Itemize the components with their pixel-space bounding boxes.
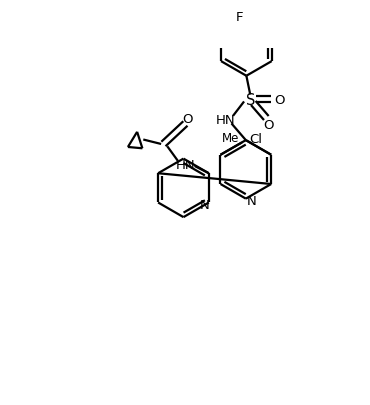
Text: O: O: [275, 94, 285, 107]
Text: O: O: [182, 113, 193, 126]
Text: S: S: [246, 92, 255, 107]
Text: HN: HN: [176, 159, 195, 172]
Text: F: F: [236, 11, 243, 24]
Text: N: N: [200, 199, 210, 212]
Text: HN: HN: [216, 114, 235, 127]
Text: N: N: [246, 194, 256, 207]
Text: Cl: Cl: [250, 133, 263, 146]
Text: O: O: [263, 119, 274, 132]
Text: Me: Me: [222, 132, 240, 145]
